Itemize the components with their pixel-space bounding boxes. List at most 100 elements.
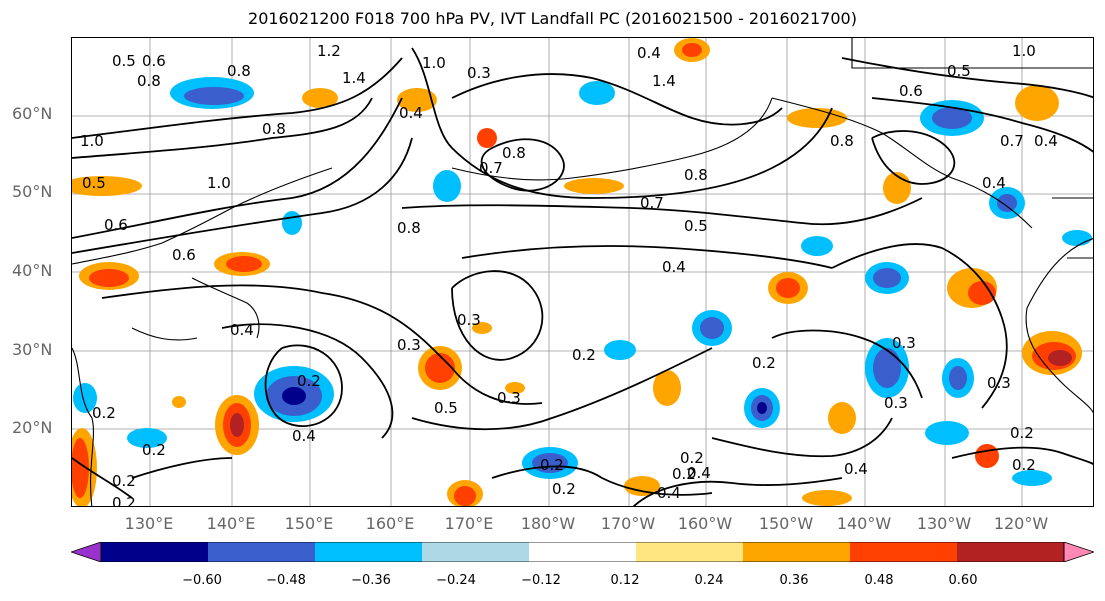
contour-label: 0.4 <box>662 258 686 276</box>
contour-label: 0.3 <box>497 389 521 407</box>
contour-label: 0.8 <box>262 120 286 138</box>
contour-label: 0.2 <box>540 456 564 474</box>
contour-label: 1.0 <box>1012 42 1036 60</box>
contour-label: 1.0 <box>207 174 231 192</box>
lon-label-180w: 180°W <box>520 514 576 533</box>
lat-label-30n: 30°N <box>12 340 53 359</box>
lon-label-150w: 150°W <box>758 514 814 533</box>
contour-label: 0.2 <box>297 372 321 390</box>
contour-label: 0.4 <box>844 460 868 478</box>
colorbar-tick: 0.60 <box>948 573 978 588</box>
contour-label: 0.4 <box>399 104 423 122</box>
contour-label: 0.2 <box>680 449 704 467</box>
contour-label: 0.8 <box>137 72 161 90</box>
contour-label: 0.6 <box>172 246 196 264</box>
contour-label: 0.5 <box>112 52 136 70</box>
contour-label: 0.2 <box>552 480 576 498</box>
colorbar-segment <box>315 542 423 562</box>
contour-label: 1.2 <box>317 42 341 60</box>
colorbar-tick: 0.36 <box>779 573 809 588</box>
lon-label-150e: 150°E <box>284 514 334 533</box>
lon-label-130e: 130°E <box>124 514 174 533</box>
contour-label: 0.5 <box>947 62 971 80</box>
colorbar-segment <box>101 542 209 562</box>
contour-label: 0.2 <box>112 494 136 507</box>
colorbar-segment <box>208 542 316 562</box>
contour-label: 0.4 <box>657 484 681 502</box>
contour-label: 0.2 <box>92 404 116 422</box>
contour-label: 0.3 <box>397 336 421 354</box>
colorbar-segment <box>1064 542 1094 562</box>
contour-label: 0.2 <box>752 354 776 372</box>
lon-label-120w: 120°W <box>993 514 1049 533</box>
contour-label: 0.8 <box>502 144 526 162</box>
contour-label: 1.0 <box>422 54 446 72</box>
contour-label: 0.3 <box>467 64 491 82</box>
contour-label: 0.5 <box>684 217 708 235</box>
contour-label: 1.4 <box>342 69 366 87</box>
colorbar-segment <box>957 542 1065 562</box>
contour-label: 0.4 <box>687 464 711 482</box>
map-panel: 0.5 0.6 0.8 0.8 1.2 1.4 1.0 1.0 0.3 0.4 … <box>71 37 1094 507</box>
contour-label: 0.3 <box>892 334 916 352</box>
map-canvas: 0.5 0.6 0.8 0.8 1.2 1.4 1.0 1.0 0.3 0.4 … <box>72 38 1093 507</box>
colorbar-segment <box>422 542 530 562</box>
lon-label-170w: 170°W <box>600 514 656 533</box>
contour-label: 0.2 <box>1012 456 1036 474</box>
contour-label: 0.2 <box>1010 424 1034 442</box>
lon-label-160w: 160°W <box>677 514 733 533</box>
contour-label: 0.2 <box>572 346 596 364</box>
contour-label: 0.4 <box>982 174 1006 192</box>
contour-label: 1.0 <box>80 132 104 150</box>
contour-label: 0.8 <box>227 62 251 80</box>
colorbar-tick: −0.60 <box>182 573 222 588</box>
contour-label: 0.4 <box>637 44 661 62</box>
contour-label: 0.8 <box>684 166 708 184</box>
lon-label-160e: 160°E <box>365 514 415 533</box>
colorbar-tick: −0.12 <box>521 573 561 588</box>
contour-label: 0.4 <box>1034 132 1058 150</box>
colorbar-segments <box>71 542 1094 562</box>
lon-label-130w: 130°W <box>916 514 972 533</box>
lon-label-170e: 170°E <box>444 514 494 533</box>
colorbar <box>71 542 1094 562</box>
colorbar-segment <box>850 542 958 562</box>
map-title: 2016021200 F018 700 hPa PV, IVT Landfall… <box>248 9 857 28</box>
colorbar-tick: 0.24 <box>694 573 724 588</box>
contour-label: 0.6 <box>142 52 166 70</box>
positive-shading <box>72 38 1082 506</box>
colorbar-tick: −0.48 <box>266 573 306 588</box>
coastlines <box>72 38 1093 506</box>
contour-label: 0.2 <box>672 465 696 483</box>
colorbar-tick: 0.12 <box>610 573 640 588</box>
contour-label: 0.7 <box>479 159 503 177</box>
contour-label-layer: 0.5 0.6 0.8 0.8 1.2 1.4 1.0 1.0 0.3 0.4 … <box>80 42 1058 507</box>
lon-label-140e: 140°E <box>206 514 256 533</box>
colorbar-tick: −0.24 <box>436 573 476 588</box>
colorbar-tick: −0.36 <box>351 573 391 588</box>
colorbar-tick: 0.48 <box>864 573 894 588</box>
contour-label: 0.3 <box>884 394 908 412</box>
contour-label: 0.2 <box>142 441 166 459</box>
lat-label-20n: 20°N <box>12 418 53 437</box>
contour-label: 1.4 <box>652 72 676 90</box>
contour-label: 0.6 <box>104 216 128 234</box>
contour-label: 0.4 <box>230 321 254 339</box>
lat-label-50n: 50°N <box>12 182 53 201</box>
colorbar-segment <box>71 542 101 562</box>
colorbar-segment <box>529 542 637 562</box>
contour-label: 0.5 <box>434 399 458 417</box>
lat-label-40n: 40°N <box>12 261 53 280</box>
colorbar-segment <box>636 542 744 562</box>
contour-label: 0.2 <box>112 472 136 490</box>
lon-label-140w: 140°W <box>836 514 892 533</box>
contour-label: 0.8 <box>397 219 421 237</box>
contour-label: 0.8 <box>830 132 854 150</box>
contour-label: 0.4 <box>292 427 316 445</box>
contour-label: 0.3 <box>987 374 1011 392</box>
colorbar-segment <box>743 542 851 562</box>
contour-label: 0.7 <box>640 194 664 212</box>
contour-label: 0.6 <box>899 82 923 100</box>
contour-label: 0.7 <box>1000 132 1024 150</box>
pv-contours <box>72 47 1093 506</box>
